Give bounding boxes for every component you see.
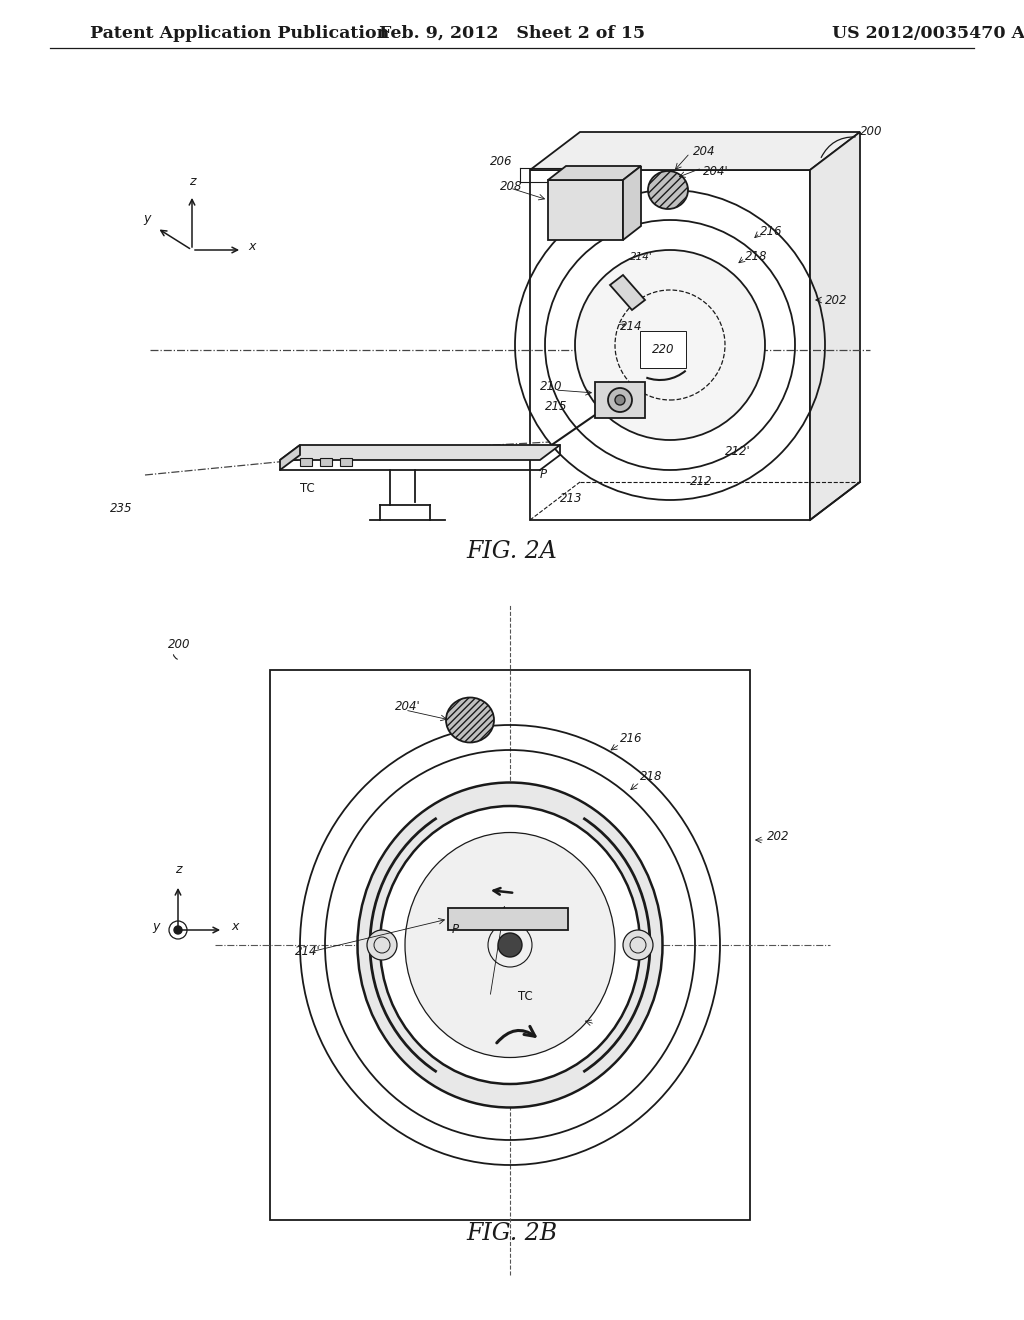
Text: 216: 216: [760, 224, 782, 238]
Text: 214: 214: [620, 319, 642, 333]
Text: 208: 208: [500, 180, 522, 193]
Text: y: y: [153, 920, 160, 933]
Polygon shape: [810, 132, 860, 520]
Bar: [270, 671, 750, 1220]
Text: 235: 235: [110, 502, 132, 515]
Text: 210: 210: [540, 380, 562, 393]
Polygon shape: [280, 445, 560, 459]
FancyBboxPatch shape: [340, 458, 352, 466]
Text: 235: 235: [525, 906, 548, 917]
Text: P: P: [540, 469, 547, 482]
FancyBboxPatch shape: [319, 458, 332, 466]
Text: 204': 204': [395, 700, 421, 713]
Text: 218: 218: [640, 770, 663, 783]
Text: y: y: [143, 213, 151, 224]
Text: z: z: [188, 176, 196, 187]
Text: FIG. 2A: FIG. 2A: [467, 540, 557, 564]
Text: 214': 214': [295, 945, 321, 958]
Text: x: x: [248, 240, 256, 253]
Text: 212': 212': [596, 1016, 622, 1030]
Text: TC: TC: [300, 482, 314, 495]
FancyBboxPatch shape: [300, 458, 312, 466]
Text: 206: 206: [490, 154, 512, 168]
Circle shape: [623, 931, 653, 960]
Polygon shape: [530, 132, 860, 170]
Polygon shape: [623, 166, 641, 240]
Polygon shape: [548, 166, 641, 180]
Text: US 2012/0035470 A1: US 2012/0035470 A1: [833, 25, 1024, 41]
Ellipse shape: [575, 249, 765, 440]
Ellipse shape: [406, 833, 615, 1057]
Text: 200: 200: [860, 125, 883, 139]
Text: FIG. 2B: FIG. 2B: [467, 1222, 557, 1245]
Text: 215: 215: [545, 400, 567, 413]
Circle shape: [174, 927, 182, 935]
Text: 212: 212: [690, 475, 713, 488]
Ellipse shape: [357, 783, 663, 1107]
Text: z: z: [175, 863, 181, 876]
Polygon shape: [280, 445, 300, 470]
Text: Patent Application Publication: Patent Application Publication: [90, 25, 389, 41]
Circle shape: [498, 933, 522, 957]
Ellipse shape: [648, 172, 688, 209]
Bar: [449, 908, 568, 931]
Ellipse shape: [446, 697, 494, 742]
Text: 213: 213: [560, 492, 583, 506]
Text: Feb. 9, 2012   Sheet 2 of 15: Feb. 9, 2012 Sheet 2 of 15: [379, 25, 645, 41]
Text: 204': 204': [703, 165, 729, 178]
Text: 214': 214': [630, 252, 652, 261]
Text: P: P: [452, 923, 459, 936]
FancyBboxPatch shape: [548, 180, 623, 240]
Ellipse shape: [380, 807, 640, 1084]
Text: TC: TC: [518, 990, 532, 1003]
Polygon shape: [610, 275, 645, 310]
Text: 218: 218: [745, 249, 768, 263]
Text: 220: 220: [480, 993, 503, 1005]
Text: x: x: [231, 920, 239, 933]
Text: 200: 200: [168, 638, 190, 651]
Text: 212': 212': [725, 445, 751, 458]
Circle shape: [367, 931, 397, 960]
Text: 222: 222: [430, 906, 453, 917]
Circle shape: [615, 395, 625, 405]
Circle shape: [608, 388, 632, 412]
Text: 202: 202: [825, 293, 848, 306]
Text: 220: 220: [652, 343, 675, 356]
Text: 202: 202: [767, 830, 790, 843]
FancyBboxPatch shape: [595, 381, 645, 418]
Text: 216: 216: [620, 733, 642, 744]
Text: 204: 204: [693, 145, 716, 158]
